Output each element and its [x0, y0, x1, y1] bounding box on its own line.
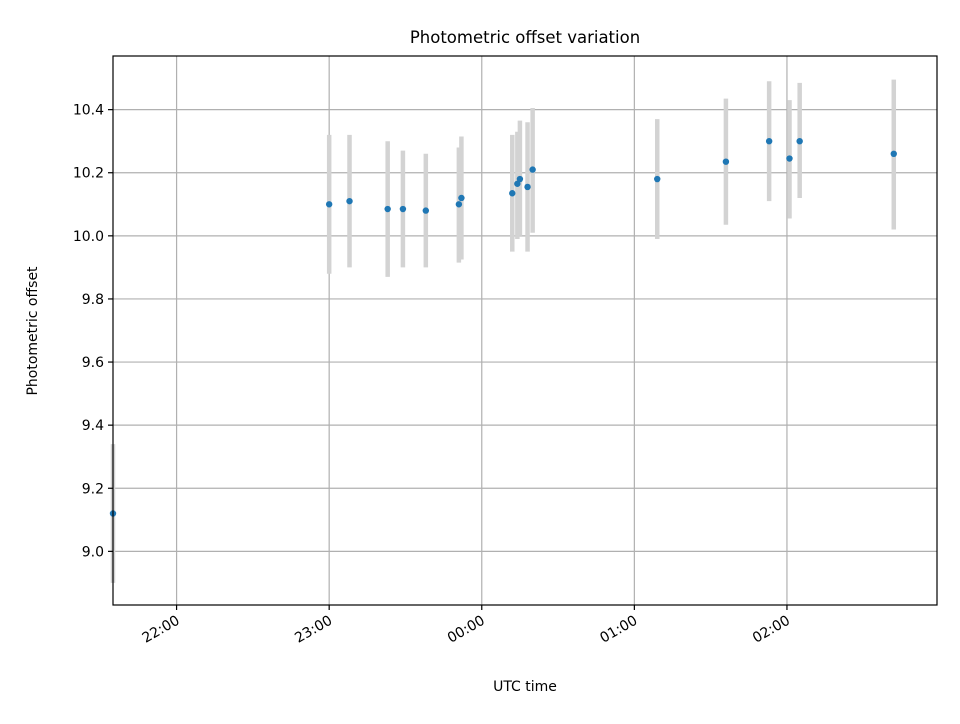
data-point	[796, 137, 803, 145]
y-tick-label: 9.0	[82, 544, 104, 560]
y-tick-label: 10.4	[73, 103, 104, 119]
y-tick-label: 9.4	[82, 418, 104, 434]
point-layer	[109, 137, 897, 517]
y-axis-label: Photometric offset	[25, 266, 41, 396]
data-point	[509, 190, 516, 197]
data-point	[455, 201, 463, 208]
chart-title: Photometric offset variation	[410, 28, 640, 47]
y-axis: 9.0 9.2 9.4 9.6 9.8 10.0 10.2 10.4	[73, 103, 113, 560]
data-point	[384, 205, 391, 213]
data-point	[516, 175, 524, 183]
y-tick-label: 9.2	[82, 481, 104, 497]
data-point	[458, 194, 465, 202]
data-point	[524, 183, 531, 191]
data-point	[786, 155, 793, 162]
y-tick-label: 9.8	[82, 292, 104, 308]
plot-area-frame	[112, 55, 938, 606]
y-tick-label: 10.2	[73, 166, 104, 182]
data-point	[346, 197, 353, 205]
data-point	[399, 205, 407, 213]
y-tick-label: 9.6	[82, 355, 104, 371]
x-axis-label: UTC time	[493, 679, 557, 695]
data-point	[722, 158, 730, 165]
data-point	[654, 175, 661, 183]
data-point	[514, 180, 521, 187]
data-point	[890, 150, 897, 158]
data-point	[325, 201, 333, 208]
data-point	[765, 137, 773, 145]
data-point	[529, 166, 536, 173]
data-point	[422, 207, 430, 214]
y-tick-label: 10.0	[73, 229, 104, 245]
